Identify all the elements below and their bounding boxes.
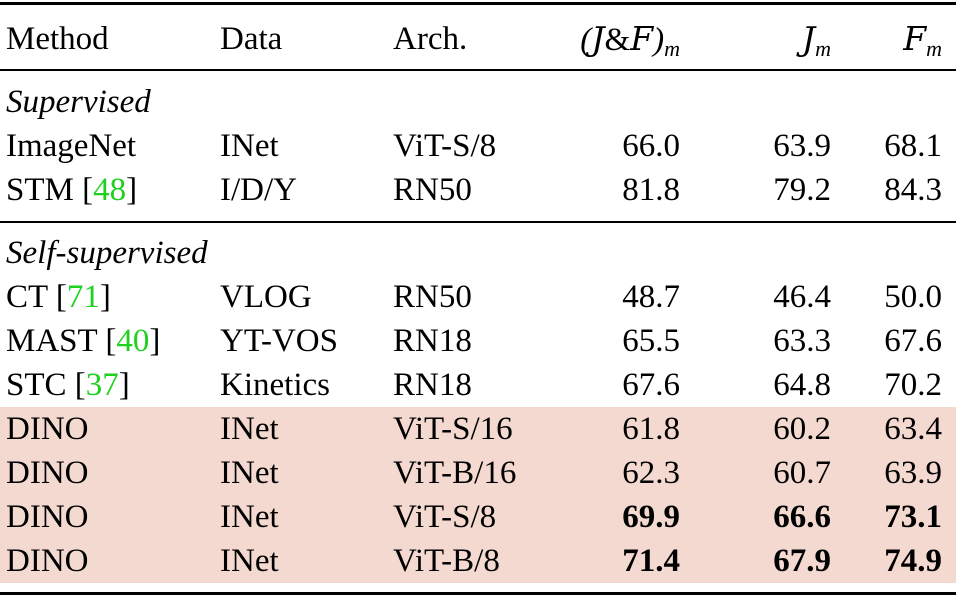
cell-f: 63.9 — [884, 455, 942, 491]
cell-arch: ViT-B/8 — [393, 543, 500, 579]
table-row: STM [48] I/D/Y RN50 81.8 79.2 84.3 — [0, 168, 956, 212]
cell-f: 73.1 — [884, 499, 942, 535]
header-arch: Arch. — [393, 21, 468, 57]
header-rule — [0, 69, 956, 71]
cell-f: 68.1 — [884, 128, 942, 164]
cell-method: DINO — [6, 499, 89, 535]
cell-f: 50.0 — [884, 279, 942, 315]
citation-link[interactable]: 40 — [116, 323, 150, 359]
cell-f: 70.2 — [884, 367, 942, 403]
cell-jf: 65.5 — [622, 323, 680, 359]
cell-data: YT-VOS — [220, 323, 338, 359]
cell-f: 84.3 — [884, 172, 942, 208]
cell-data: INet — [220, 499, 279, 535]
cell-method: DINO — [6, 455, 89, 491]
cell-arch: RN50 — [393, 172, 472, 208]
cell-jf: 67.6 — [622, 367, 680, 403]
table-row: CT [71] VLOG RN50 48.7 46.4 50.0 — [0, 275, 956, 319]
header-f-mean: Fm — [903, 19, 942, 61]
section-self-supervised: Self-supervised — [0, 231, 956, 275]
header-j-mean: Jm — [801, 19, 831, 61]
cell-arch: RN18 — [393, 367, 472, 403]
citation-link[interactable]: 71 — [66, 279, 100, 315]
section-label: Self-supervised — [6, 235, 208, 271]
table-row: STC [37] Kinetics RN18 67.6 64.8 70.2 — [0, 363, 956, 407]
cell-j: 79.2 — [773, 172, 831, 208]
cell-jf: 66.0 — [622, 128, 680, 164]
cell-jf: 61.8 — [622, 411, 680, 447]
cell-method: CT [71] — [6, 279, 111, 315]
cell-jf: 71.4 — [622, 543, 680, 579]
section-label: Supervised — [6, 84, 151, 120]
cell-jf: 81.8 — [622, 172, 680, 208]
cell-f: 67.6 — [884, 323, 942, 359]
cell-jf: 48.7 — [622, 279, 680, 315]
cell-data: INet — [220, 455, 279, 491]
cell-method: STM [48] — [6, 172, 138, 208]
cell-j: 60.7 — [773, 455, 831, 491]
cell-arch: RN50 — [393, 279, 472, 315]
cell-data: I/D/Y — [220, 172, 297, 208]
table-row: MAST [40] YT-VOS RN18 65.5 63.3 67.6 — [0, 319, 956, 363]
cell-j: 67.9 — [773, 543, 831, 579]
cell-arch: ViT-S/16 — [393, 411, 513, 447]
cell-arch: ViT-S/8 — [393, 128, 497, 164]
cell-data: INet — [220, 128, 279, 164]
cell-data: VLOG — [220, 279, 312, 315]
table-row-dino: DINO INet ViT-S/16 61.8 60.2 63.4 — [0, 407, 956, 451]
cell-j: 66.6 — [773, 499, 831, 535]
cell-arch: ViT-B/16 — [393, 455, 517, 491]
cell-jf: 69.9 — [622, 499, 680, 535]
cell-j: 60.2 — [773, 411, 831, 447]
cell-method: MAST [40] — [6, 323, 161, 359]
cell-method: DINO — [6, 411, 89, 447]
cell-method: DINO — [6, 543, 89, 579]
cell-data: INet — [220, 543, 279, 579]
cell-method: STC [37] — [6, 367, 130, 403]
table-row: ImageNet INet ViT-S/8 66.0 63.9 68.1 — [0, 124, 956, 168]
table-row-dino: DINO INet ViT-B/8 71.4 67.9 74.9 — [0, 539, 956, 583]
cell-jf: 62.3 — [622, 455, 680, 491]
citation-link[interactable]: 37 — [85, 367, 119, 403]
cell-method: ImageNet — [6, 128, 137, 164]
cell-arch: ViT-S/8 — [393, 499, 497, 535]
cell-data: Kinetics — [220, 367, 330, 403]
cell-f: 74.9 — [884, 543, 942, 579]
cell-j: 46.4 — [773, 279, 831, 315]
table-row-dino: DINO INet ViT-B/16 62.3 60.7 63.9 — [0, 451, 956, 495]
bottom-rule — [0, 592, 956, 595]
cell-data: INet — [220, 411, 279, 447]
cell-j: 63.9 — [773, 128, 831, 164]
top-rule — [0, 2, 956, 5]
table-header: Method Data Arch. (J&F)m Jm Fm — [0, 17, 956, 61]
cell-arch: RN18 — [393, 323, 472, 359]
table-row-dino: DINO INet ViT-S/8 69.9 66.6 73.1 — [0, 495, 956, 539]
header-data: Data — [220, 21, 283, 57]
header-jf-mean: (J&F)m — [580, 19, 680, 61]
section-supervised: Supervised — [0, 80, 956, 124]
cell-f: 63.4 — [884, 411, 942, 447]
cell-j: 63.3 — [773, 323, 831, 359]
citation-link[interactable]: 48 — [93, 172, 127, 208]
header-method: Method — [6, 21, 109, 57]
cell-j: 64.8 — [773, 367, 831, 403]
section-rule — [0, 221, 956, 223]
